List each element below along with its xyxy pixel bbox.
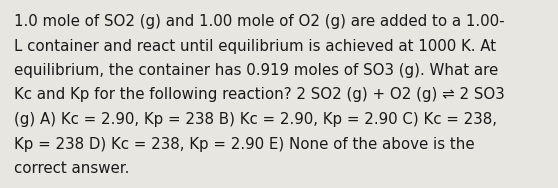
Text: 1.0 mole of SO2 (g) and 1.00 mole of O2 (g) are added to a 1.00-: 1.0 mole of SO2 (g) and 1.00 mole of O2 … — [14, 14, 504, 29]
Text: (g) A) Kc = 2.90, Kp = 238 B) Kc = 2.90, Kp = 2.90 C) Kc = 238,: (g) A) Kc = 2.90, Kp = 238 B) Kc = 2.90,… — [14, 112, 497, 127]
Text: Kp = 238 D) Kc = 238, Kp = 2.90 E) None of the above is the: Kp = 238 D) Kc = 238, Kp = 2.90 E) None … — [14, 136, 475, 152]
Text: L container and react until equilibrium is achieved at 1000 K. At: L container and react until equilibrium … — [14, 39, 496, 54]
Text: correct answer.: correct answer. — [14, 161, 129, 176]
Text: Kc and Kp for the following reaction? 2 SO2 (g) + O2 (g) ⇌ 2 SO3: Kc and Kp for the following reaction? 2 … — [14, 87, 505, 102]
Text: equilibrium, the container has 0.919 moles of SO3 (g). What are: equilibrium, the container has 0.919 mol… — [14, 63, 498, 78]
